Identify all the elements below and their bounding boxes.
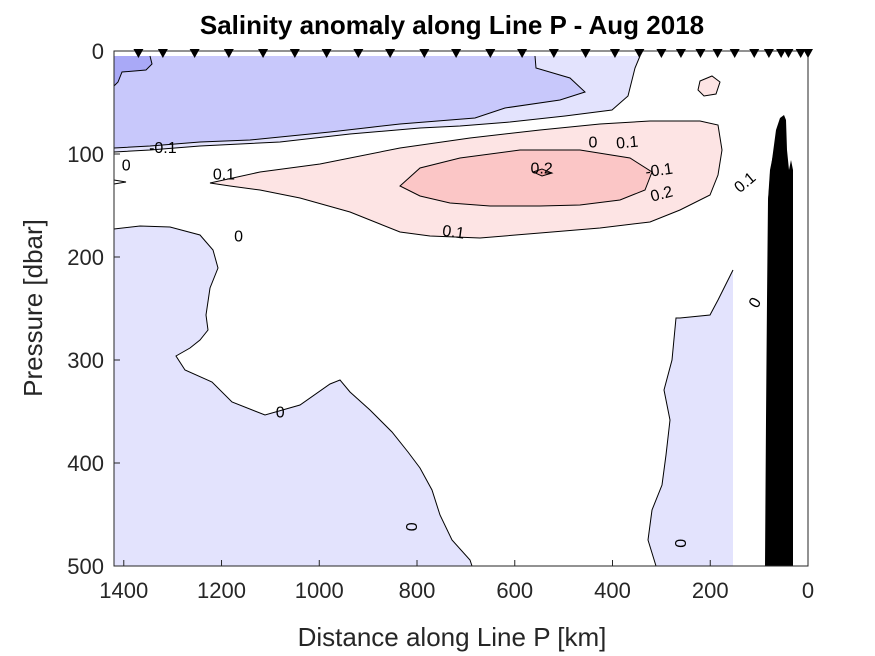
station-marker: [609, 49, 620, 58]
contour-line-03: [531, 168, 554, 177]
station-marker: [580, 49, 591, 58]
station-marker: [353, 49, 364, 58]
contour-lines: [113, 55, 734, 567]
chart-title: Salinity anomaly along Line P - Aug 2018: [200, 10, 704, 40]
station-marker: [451, 49, 462, 58]
y-tick-label: 100: [67, 142, 104, 167]
station-marker: [783, 49, 794, 58]
fill-neg01-region: [114, 56, 585, 148]
station-marker: [776, 49, 787, 58]
station-marker: [223, 49, 234, 58]
contour-label: 0: [671, 539, 688, 548]
contour-label: 0.1: [213, 167, 235, 184]
shelf-tip: [768, 120, 786, 200]
contour-label: 0: [276, 405, 285, 422]
station-marker: [258, 49, 269, 58]
contour-label: 0: [402, 522, 419, 531]
station-marker: [634, 49, 645, 58]
x-tick-label: 200: [692, 578, 729, 603]
fill-neg-lower-left: [114, 226, 472, 566]
y-tick-label: 200: [67, 245, 104, 270]
x-tick-label: 1000: [295, 578, 344, 603]
contour-line-neg02: [113, 55, 153, 87]
contour-label: 0: [589, 135, 598, 152]
x-tick-label: 1400: [99, 578, 148, 603]
station-marker: [517, 49, 528, 58]
contour-line-02: [399, 149, 653, 207]
station-marker: [133, 49, 144, 58]
y-tick-label: 400: [67, 451, 104, 476]
contour-line-neg01: [113, 55, 586, 149]
contour-label: -0.1: [644, 161, 674, 182]
y-tick-label: 0: [92, 39, 104, 64]
contour-label: 0.1: [615, 134, 639, 153]
contour-line-01-small: [697, 75, 721, 97]
x-tick-label: 800: [399, 578, 436, 603]
station-marker: [419, 49, 430, 58]
contour-line-zero-lower-left: [113, 225, 473, 567]
y-axis-label: Pressure [dbar]: [18, 219, 48, 397]
fill-01-small-blob: [698, 76, 720, 96]
x-tick-label: 0: [802, 578, 814, 603]
x-axis-label: Distance along Line P [km]: [298, 622, 607, 652]
x-tick-label: 600: [496, 578, 533, 603]
y-tick-label: 500: [67, 554, 104, 579]
contour-line-zero-side: [113, 179, 127, 185]
bathymetry-shelf: [765, 115, 793, 566]
station-marker: [321, 49, 332, 58]
fill-neg-lower-right: [648, 270, 733, 566]
station-marker: [795, 49, 806, 58]
station-marker: [763, 49, 774, 58]
station-marker: [749, 49, 760, 58]
fill-02-region: [400, 150, 652, 206]
contour-label: 0: [122, 157, 131, 174]
x-tick-label: 1200: [197, 578, 246, 603]
station-marker: [656, 49, 667, 58]
station-markers: [133, 49, 813, 58]
station-marker: [712, 49, 723, 58]
contour-label: -0.1: [149, 140, 177, 157]
y-axis-ticks: 0 100 200 300 400 500: [67, 39, 120, 579]
contour-line-01: [209, 120, 723, 239]
station-marker: [157, 49, 168, 58]
station-marker: [485, 49, 496, 58]
station-marker: [695, 49, 706, 58]
contour-label: 0.1: [441, 223, 465, 243]
contour-label: 0: [234, 228, 243, 245]
station-marker: [385, 49, 396, 58]
contour-label: 0.2: [649, 183, 675, 205]
station-marker: [675, 49, 686, 58]
station-marker: [548, 49, 559, 58]
station-marker: [729, 49, 740, 58]
contour-line-zero-lower-right: [647, 269, 734, 567]
x-axis-ticks: 1400 1200 1000 800 600 400 200 0: [99, 560, 814, 603]
contour-line-zero-upper: [113, 55, 641, 153]
station-marker: [189, 49, 200, 58]
axes-frame: [113, 50, 809, 567]
station-marker: [803, 49, 813, 58]
x-tick-label: 400: [594, 578, 631, 603]
y-tick-label: 300: [67, 348, 104, 373]
station-marker: [289, 49, 300, 58]
contour-label: 0.2: [531, 160, 553, 177]
